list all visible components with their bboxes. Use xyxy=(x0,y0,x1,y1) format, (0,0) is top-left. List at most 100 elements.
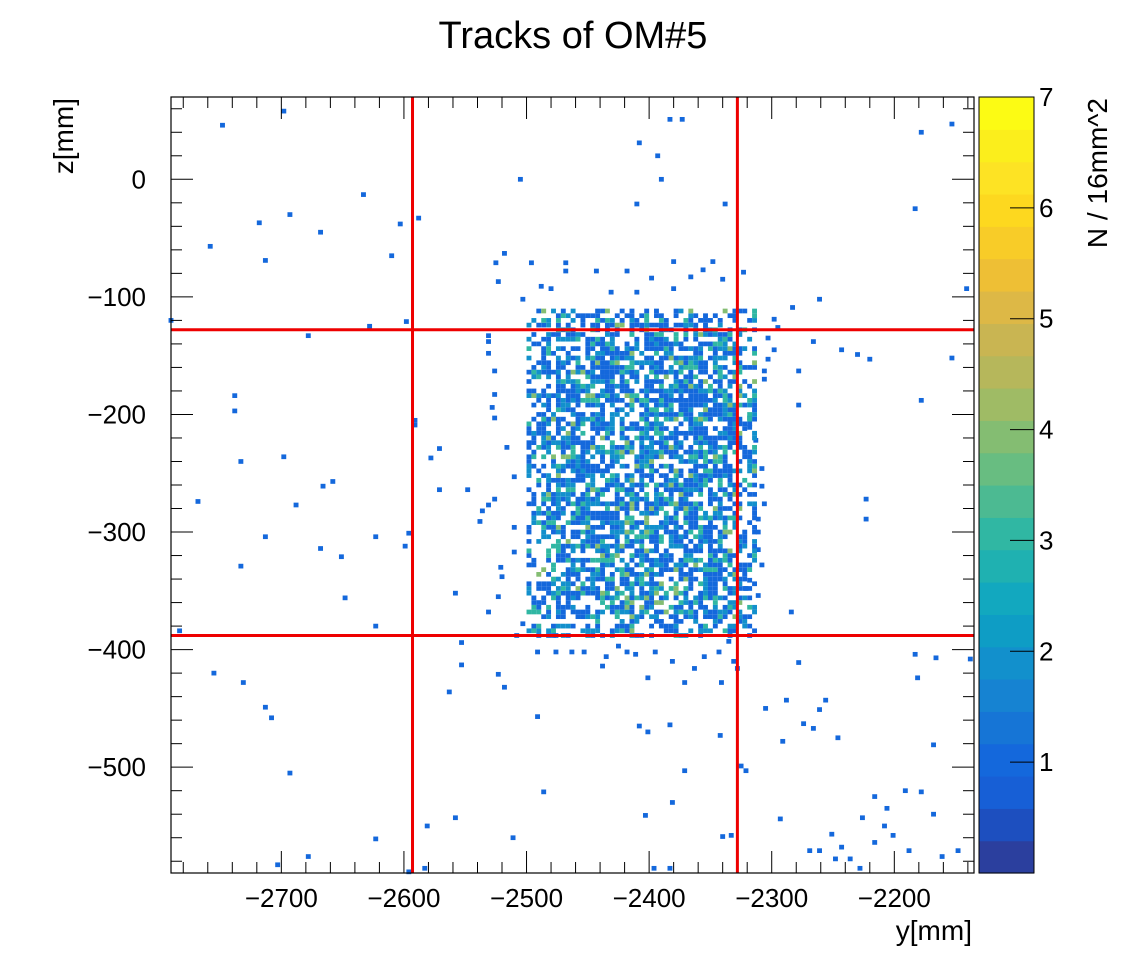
heatmap-bin xyxy=(565,322,571,328)
heatmap-bin xyxy=(673,379,679,384)
heatmap-bin xyxy=(629,407,635,413)
heatmap-bin xyxy=(629,567,635,572)
heatmap-bin xyxy=(619,619,625,624)
heatmap-bin xyxy=(634,346,640,351)
heatmap-bin xyxy=(619,524,625,530)
heatmap-bin xyxy=(609,515,615,521)
heatmap-bin xyxy=(707,440,713,446)
heatmap-bin xyxy=(541,529,547,535)
heatmap-bin xyxy=(644,557,650,563)
heatmap-bin xyxy=(639,487,645,493)
heatmap-bin xyxy=(654,332,659,337)
heatmap-bin xyxy=(658,176,664,182)
heatmap-bin xyxy=(673,562,679,568)
heatmap-bin xyxy=(590,365,596,370)
heatmap-bin xyxy=(614,383,620,389)
heatmap-bin xyxy=(732,520,738,525)
heatmap-bin xyxy=(614,445,620,450)
heatmap-bin xyxy=(727,590,733,596)
heatmap-bin xyxy=(604,590,610,596)
heatmap-bin xyxy=(742,445,748,450)
heatmap-bin xyxy=(639,440,645,446)
heatmap-bin xyxy=(604,543,610,549)
heatmap-bin xyxy=(639,534,645,540)
heatmap-bin xyxy=(668,477,674,483)
heatmap-bin xyxy=(551,590,556,596)
heatmap-bin xyxy=(624,341,630,347)
heatmap-bin xyxy=(619,355,625,361)
heatmap-bin xyxy=(707,595,713,601)
heatmap-bin xyxy=(600,402,605,408)
heatmap-bin xyxy=(565,374,571,380)
heatmap-bin xyxy=(639,604,645,610)
heatmap-bin xyxy=(732,407,738,413)
heatmap-bin xyxy=(541,412,547,417)
heatmap-bin xyxy=(649,562,655,568)
heatmap-bin xyxy=(536,477,542,483)
heatmap-bin xyxy=(536,426,542,431)
heatmap-bin xyxy=(211,670,217,676)
heatmap-bin xyxy=(722,628,728,634)
heatmap-bin xyxy=(570,454,576,460)
heatmap-bin xyxy=(693,313,699,319)
heatmap-bin xyxy=(717,388,723,394)
heatmap-bin xyxy=(737,388,743,394)
heatmap-bin xyxy=(486,333,491,339)
heatmap-bin xyxy=(727,313,733,319)
heatmap-bin xyxy=(590,454,596,460)
heatmap-bin xyxy=(614,501,620,507)
heatmap-bin xyxy=(737,468,743,474)
heatmap-bin xyxy=(683,543,689,549)
heatmap-bin xyxy=(693,393,699,398)
y-tick-label: −500 xyxy=(87,752,146,782)
heatmap-bin xyxy=(649,463,655,469)
heatmap-bin xyxy=(669,659,675,664)
heatmap-bin xyxy=(949,355,955,361)
heatmap-bin xyxy=(717,407,723,413)
heatmap-bin xyxy=(683,482,689,488)
heatmap-bin xyxy=(732,412,738,417)
heatmap-bin xyxy=(747,397,753,403)
heatmap-bin xyxy=(590,572,596,577)
heatmap-bin xyxy=(703,562,708,568)
heatmap-bin xyxy=(720,276,726,282)
heatmap-bin xyxy=(590,322,596,328)
heatmap-bin xyxy=(737,600,743,605)
heatmap-bin xyxy=(644,435,650,441)
heatmap-bin xyxy=(609,402,615,408)
heatmap-bin xyxy=(742,365,748,370)
heatmap-bin xyxy=(600,515,605,521)
heatmap-bin xyxy=(590,412,596,417)
heatmap-bin xyxy=(747,562,753,568)
heatmap-bin xyxy=(555,388,561,394)
heatmap-bin xyxy=(688,482,694,488)
heatmap-bin xyxy=(726,639,732,644)
heatmap-bin xyxy=(541,365,547,370)
heatmap-bin xyxy=(639,609,645,615)
heatmap-bin xyxy=(683,379,689,384)
heatmap-bin xyxy=(732,341,738,347)
heatmap-bin xyxy=(663,501,669,507)
heatmap-bin xyxy=(629,393,635,398)
heatmap-bin xyxy=(406,869,412,875)
heatmap-bin xyxy=(668,520,674,525)
heatmap-bin xyxy=(585,506,591,511)
heatmap-bin xyxy=(551,350,556,356)
heatmap-bin xyxy=(604,365,610,370)
heatmap-bin xyxy=(600,388,605,394)
heatmap-bin xyxy=(629,581,635,587)
heatmap-bin xyxy=(732,600,738,605)
heatmap-bin xyxy=(546,506,552,511)
heatmap-bin xyxy=(614,524,620,530)
heatmap-bin xyxy=(629,322,635,328)
heatmap-bin xyxy=(712,454,718,460)
heatmap-bin xyxy=(707,445,713,450)
heatmap-bin xyxy=(570,346,576,351)
heatmap-bin xyxy=(546,440,552,446)
heatmap-bin xyxy=(609,473,615,478)
heatmap-bin xyxy=(541,496,547,502)
heatmap-bin xyxy=(835,735,841,741)
heatmap-bin xyxy=(624,379,630,384)
heatmap-bin xyxy=(651,865,657,871)
heatmap-bin xyxy=(585,628,591,634)
